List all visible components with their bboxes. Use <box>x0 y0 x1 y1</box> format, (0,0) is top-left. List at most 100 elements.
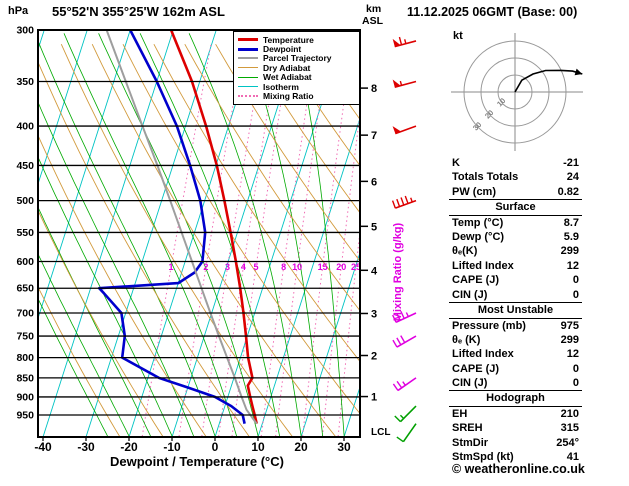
table-row: Lifted Index 12 <box>449 347 582 361</box>
svg-text:4: 4 <box>241 262 246 272</box>
table-row-label: Lifted Index <box>452 348 514 361</box>
table-row: Totals Totals 24 <box>449 170 582 184</box>
svg-text:600: 600 <box>16 256 34 268</box>
table-row-value: 254° <box>556 436 579 449</box>
svg-text:550: 550 <box>16 227 34 239</box>
legend-line-sample <box>238 76 258 78</box>
indices-table: K -21 Totals Totals 24 PW (cm) 0.82 Surface Tem… <box>449 156 582 465</box>
legend-line-sample <box>238 57 258 60</box>
table-row-value: 299 <box>560 333 579 346</box>
svg-text:10: 10 <box>251 440 265 454</box>
legend-item: Dry Adiabat <box>238 62 357 73</box>
table-row-label: StmDir <box>452 436 489 449</box>
table-row: θₑ(K) 299 <box>449 244 582 258</box>
mixing-ratio-axis-label: Mixing Ratio (g/kg) <box>392 222 404 321</box>
table-row-label: EH <box>452 407 468 420</box>
table-row-label: θₑ(K) <box>452 245 478 258</box>
legend-item-label: Parcel Trajectory <box>263 53 332 64</box>
table-row: EH 210 <box>449 407 582 421</box>
plot-area <box>38 30 360 437</box>
hodograph-unit-label: kt <box>453 30 463 42</box>
legend-item-label: Dry Adiabat <box>263 62 311 73</box>
svg-text:25: 25 <box>351 262 361 272</box>
copyright: © weatheronline.co.uk <box>452 462 585 476</box>
svg-text:5: 5 <box>254 262 259 272</box>
pressure-axis-unit: hPa <box>8 5 29 17</box>
table-row: Dewp (°C) 5.9 <box>449 230 582 244</box>
table-row: Pressure (mb) 975 <box>449 319 582 333</box>
hodograph-rings <box>463 40 567 144</box>
table-row: CAPE (J) 0 <box>449 362 582 376</box>
table-section-header: Most Unstable <box>449 302 582 319</box>
svg-text:2: 2 <box>203 262 208 272</box>
svg-text:2: 2 <box>371 351 377 363</box>
table-row-value: 5.9 <box>563 231 579 244</box>
table-row-value: 315 <box>560 422 579 435</box>
lcl-label: LCL <box>371 427 390 438</box>
legend-item: Dewpoint <box>238 44 357 54</box>
table-row-label: Dewp (°C) <box>452 231 505 244</box>
table-row-label: CIN (J) <box>452 288 488 301</box>
table-row-label: Lifted Index <box>452 259 514 272</box>
isotherm-lines <box>38 30 360 437</box>
table-row-value: 0 <box>572 362 579 375</box>
svg-text:20: 20 <box>336 262 346 272</box>
svg-text:1: 1 <box>371 392 377 404</box>
legend-item-label: Isotherm <box>263 81 299 92</box>
svg-text:1: 1 <box>169 262 174 272</box>
km-axis-unit: km <box>366 3 382 15</box>
legend-item: Parcel Trajectory <box>238 53 357 64</box>
table-row-value: 975 <box>560 319 579 332</box>
table-row-label: CIN (J) <box>452 377 488 390</box>
table-row: CIN (J) 0 <box>449 376 582 390</box>
svg-text:20: 20 <box>294 440 308 454</box>
asl-axis-unit: ASL <box>362 15 383 27</box>
table-row-value: -21 <box>563 157 579 169</box>
legend-line-sample <box>238 38 258 42</box>
svg-text:5: 5 <box>371 221 377 233</box>
legend-line-sample <box>238 86 258 88</box>
svg-text:15: 15 <box>318 262 328 272</box>
run-title: 11.12.2025 06GMT (Base: 00) <box>407 5 578 19</box>
svg-text:4: 4 <box>371 265 378 277</box>
table-row-value: 0 <box>572 377 579 390</box>
table-row: θₑ (K) 299 <box>449 333 582 347</box>
table-row-label: CAPE (J) <box>452 362 500 375</box>
table-row-value: 210 <box>560 407 579 420</box>
table-row-label: Temp (°C) <box>452 216 504 229</box>
table-row: StmSpd (kt) 41 <box>449 450 582 464</box>
svg-text:900: 900 <box>16 391 34 403</box>
svg-text:-10: -10 <box>163 440 181 454</box>
svg-text:700: 700 <box>16 307 34 319</box>
svg-text:10: 10 <box>292 262 302 272</box>
legend-item: Isotherm <box>238 81 357 92</box>
table-row-value: 12 <box>566 348 579 361</box>
table-row-label: Pressure (mb) <box>452 319 526 332</box>
skewt-chart: 3003504004505005506006507007508008509009… <box>16 25 417 469</box>
svg-text:-40: -40 <box>34 440 52 454</box>
table-row-value: 299 <box>560 245 579 258</box>
legend-line-sample <box>238 67 258 69</box>
svg-text:400: 400 <box>16 121 34 133</box>
table-row: CIN (J) 0 <box>449 288 582 302</box>
chart-legend: Temperature Dewpoint Parcel Trajectory Dry … <box>233 31 360 105</box>
legend-item-label: Temperature <box>263 34 314 45</box>
legend-item: Mixing Ratio <box>238 91 357 101</box>
table-section-header: Hodograph <box>449 390 582 407</box>
svg-text:350: 350 <box>16 76 34 88</box>
legend-line-sample <box>238 95 258 98</box>
table-section-header: Surface <box>449 199 582 216</box>
table-row: PW (cm) 0.82 <box>449 185 582 199</box>
pressure-gridlines: 300 350 400 450 500 550 600 650 700 750 800 850 900 9… <box>16 25 360 421</box>
svg-text:3: 3 <box>225 262 230 272</box>
table-row-label: PW (cm) <box>452 185 496 198</box>
km-axis-ticks: 1 2 3 4 5 6 7 8 <box>360 83 378 404</box>
x-axis-labels: -40 -30 -20 -10 0 10 20 30 <box>34 437 351 454</box>
table-row-value: 41 <box>566 451 579 464</box>
table-row-value: 0 <box>572 288 579 301</box>
hodograph-arrowhead <box>574 68 583 76</box>
wind-barbs <box>391 36 417 443</box>
legend-item: Temperature <box>238 34 357 45</box>
